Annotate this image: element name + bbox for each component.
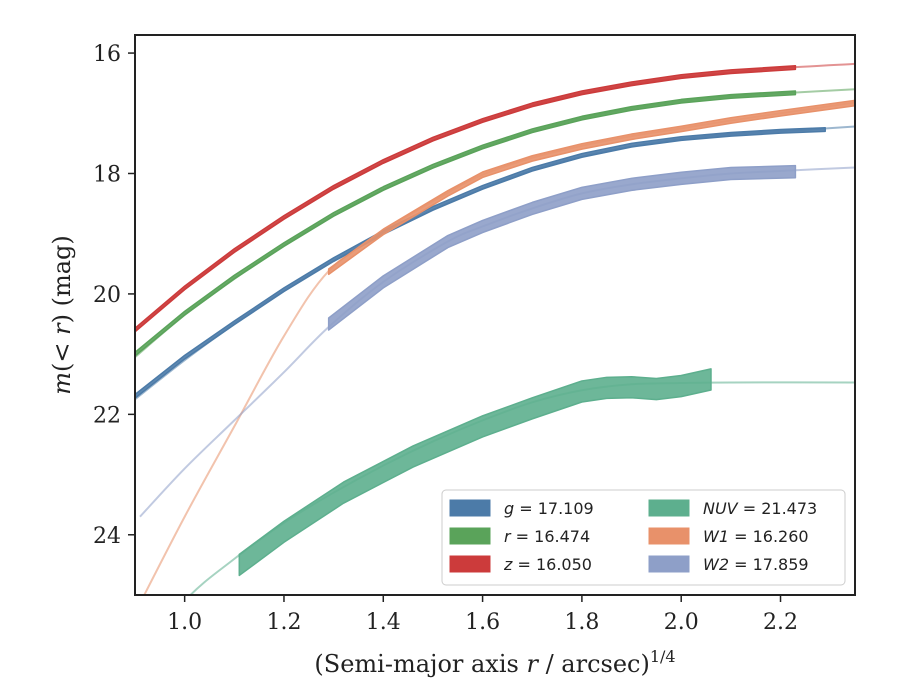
y-tick-label: 22 <box>93 403 121 428</box>
legend-swatch-nuv <box>648 499 690 517</box>
x-tick-label: 1.0 <box>167 610 202 635</box>
x-tick-label: 1.6 <box>465 610 500 635</box>
legend-swatch-z <box>449 555 491 573</box>
series-layer <box>135 62 855 595</box>
y-tick-label: 18 <box>93 162 121 187</box>
y-tick-label: 16 <box>93 42 121 67</box>
legend-box <box>441 489 846 586</box>
legend: g = 17.109 r = 16.474 z = 16.050 NUV = 21.4… <box>441 489 846 586</box>
x-tick-label: 2.0 <box>664 610 699 635</box>
y-tick-label: 24 <box>93 524 121 549</box>
y-axis-label: m(< r) (mag) <box>48 235 76 395</box>
legend-label-nuv: NUV = 21.473 <box>703 499 817 518</box>
data-band-w2 <box>327 164 797 331</box>
y-axis-ticks: 16 18 20 22 24 <box>93 42 135 549</box>
legend-swatch-w1 <box>648 527 690 545</box>
y-tick-label: 20 <box>93 283 121 308</box>
x-axis-label: (Semi-major axis r / arcsec)1/4 <box>314 647 675 678</box>
x-tick-label: 1.2 <box>266 610 301 635</box>
x-tick-label: 1.8 <box>564 610 599 635</box>
data-band-z <box>135 64 797 333</box>
data-band-r <box>135 90 797 357</box>
x-tick-label: 1.4 <box>366 610 401 635</box>
legend-label-z: z = 16.050 <box>503 555 592 574</box>
x-axis-ticks: 1.0 1.2 1.4 1.6 1.8 2.0 2.2 <box>167 595 798 635</box>
data-band-nuv <box>238 368 712 577</box>
x-tick-label: 2.2 <box>763 610 798 635</box>
data-band-w1 <box>327 99 855 276</box>
plot-frame <box>134 34 856 596</box>
legend-swatch-r <box>449 527 491 545</box>
legend-label-r: r = 16.474 <box>504 527 590 546</box>
legend-label-g: g = 17.109 <box>504 499 594 518</box>
legend-swatch-w2 <box>648 555 690 573</box>
legend-label-w1: W1 = 16.260 <box>703 527 809 546</box>
legend-label-w2: W2 = 17.859 <box>703 555 809 574</box>
legend-swatch-g <box>449 499 491 517</box>
